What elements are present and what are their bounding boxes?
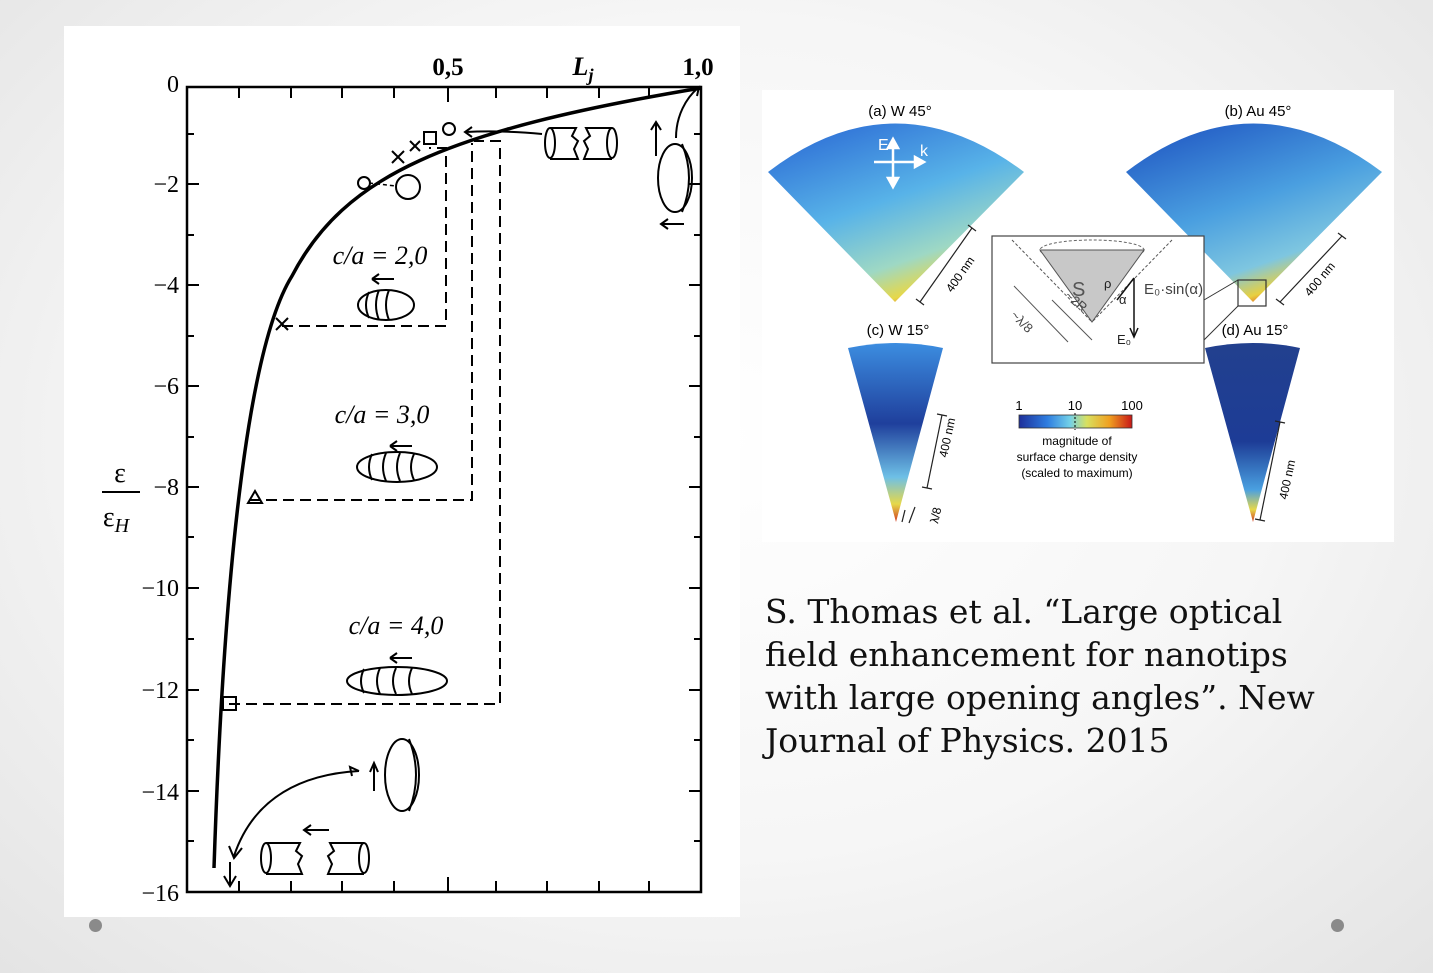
- colorbar-caption-1: magnitude of: [1042, 434, 1112, 448]
- panel-a-cone: [768, 123, 1024, 302]
- panel-c-cone: [848, 343, 943, 522]
- y-tick-4: −4: [153, 273, 179, 299]
- tip-schematic-inset: S ρ α E₀·sin(α) ~2R ~λ/8 E₀: [991, 235, 1205, 364]
- top-tick-10: 1,0: [682, 54, 713, 81]
- y-tick-8: −8: [153, 475, 179, 501]
- vector-k-label: k: [920, 143, 929, 160]
- colorbar-mid: 10: [1068, 398, 1082, 413]
- depolarization-curve: [212, 86, 702, 869]
- colorbar-caption-3: (scaled to maximum): [1021, 466, 1132, 480]
- y-tick-0: 0: [167, 72, 179, 98]
- panel-b-label: (b) Au 45°: [1225, 103, 1292, 120]
- ellipsoid-ca2-icon: [357, 273, 415, 321]
- slide-dot-left: [89, 919, 102, 932]
- citation-line-3: with large opening angles”. New: [765, 678, 1315, 717]
- y-axis-denominator: εH: [103, 502, 131, 537]
- panel-a-vectors: [874, 136, 927, 190]
- shape-label-ca4: c/a = 4,0: [349, 611, 444, 640]
- data-markers: [222, 122, 456, 711]
- y-tick-16: −16: [141, 881, 179, 907]
- panel-b-scalebar: [1275, 232, 1347, 306]
- depolarization-plot: 0,5 Lj 1,0 0 −2 −4 −6 −8 −10 −12 −14 −16…: [102, 52, 714, 907]
- panel-d-label: (d) Au 15°: [1222, 322, 1289, 339]
- tick-marks: [187, 87, 701, 892]
- panel-c-scale-label: 400 nm: [936, 417, 958, 459]
- shape-label-ca2: c/a = 2,0: [333, 241, 428, 270]
- ellipsoid-icons: [346, 273, 448, 696]
- panel-c-lambda-label: λ/8: [927, 506, 944, 525]
- colorbar-caption-2: surface charge density: [1017, 450, 1138, 464]
- nanotip-panels: (a) W 45° (b) Au 45° (c) W 15° (d) Au 15…: [768, 103, 1382, 525]
- panel-b-zoom-box: [1237, 279, 1267, 307]
- dashed-guides: [229, 140, 501, 705]
- citation-line-4: Journal of Physics. 2015: [765, 721, 1170, 760]
- panel-c-label: (c) W 15°: [867, 322, 930, 339]
- y-tick-6: −6: [153, 374, 179, 400]
- colorbar: 1 10 100 magnitude of surface charge den…: [1015, 398, 1142, 480]
- y-tick-14: −14: [141, 780, 179, 806]
- inset-s-label: S: [1072, 279, 1085, 301]
- inset-e0sin-label: E₀·sin(α): [1144, 281, 1203, 298]
- inset-rho-label: ρ: [1104, 276, 1111, 291]
- panel-d-scalebar: [1254, 420, 1286, 522]
- panel-a-label: (a) W 45°: [868, 103, 932, 120]
- inset-alpha-label: α: [1119, 292, 1127, 307]
- panel-b-scale-label: 400 nm: [1302, 259, 1338, 299]
- y-tick-10: −10: [141, 576, 179, 602]
- citation-line-2: field enhancement for nanotips: [765, 635, 1288, 674]
- top-axis-label: Lj: [572, 52, 595, 85]
- colorbar-min: 1: [1015, 398, 1022, 413]
- citation-text: S. Thomas et al. “Large optical field en…: [765, 590, 1365, 762]
- disk-icon-bottom: [228, 738, 420, 860]
- y-axis-numerator: ε: [114, 458, 126, 489]
- disk-icon-top: [657, 85, 701, 230]
- y-tick-labels: 0 −2 −4 −6 −8 −10 −12 −14 −16: [141, 72, 179, 907]
- panel-b-cone: [1126, 123, 1382, 302]
- y-tick-12: −12: [141, 678, 179, 704]
- slide-dot-right: [1331, 919, 1344, 932]
- rod-icon-top: [463, 120, 662, 160]
- top-tick-05: 0,5: [432, 54, 463, 81]
- nanotip-figure: (a) W 45° (b) Au 45° (c) W 15° (d) Au 15…: [762, 90, 1394, 542]
- panel-d-cone: [1205, 343, 1300, 522]
- vector-e-label: E: [878, 137, 889, 154]
- panel-c-scalebar: [901, 413, 948, 524]
- depolarization-figure: 0,5 Lj 1,0 0 −2 −4 −6 −8 −10 −12 −14 −16…: [64, 26, 740, 917]
- ellipsoid-ca4-icon: [346, 652, 448, 696]
- shape-label-ca3: c/a = 3,0: [335, 400, 430, 429]
- y-tick-2: −2: [153, 172, 179, 198]
- plot-frame: [185, 85, 703, 894]
- inset-e0-label: E₀: [1117, 332, 1131, 347]
- rod-icon-bottom: [223, 824, 370, 888]
- panel-a-scalebar: [915, 224, 977, 306]
- colorbar-max: 100: [1121, 398, 1143, 413]
- citation-line-1: S. Thomas et al. “Large optical: [765, 592, 1283, 631]
- ellipsoid-ca3-icon: [356, 440, 438, 483]
- panel-a-scale-label: 400 nm: [943, 254, 977, 295]
- panel-d-scale-label: 400 nm: [1276, 459, 1298, 501]
